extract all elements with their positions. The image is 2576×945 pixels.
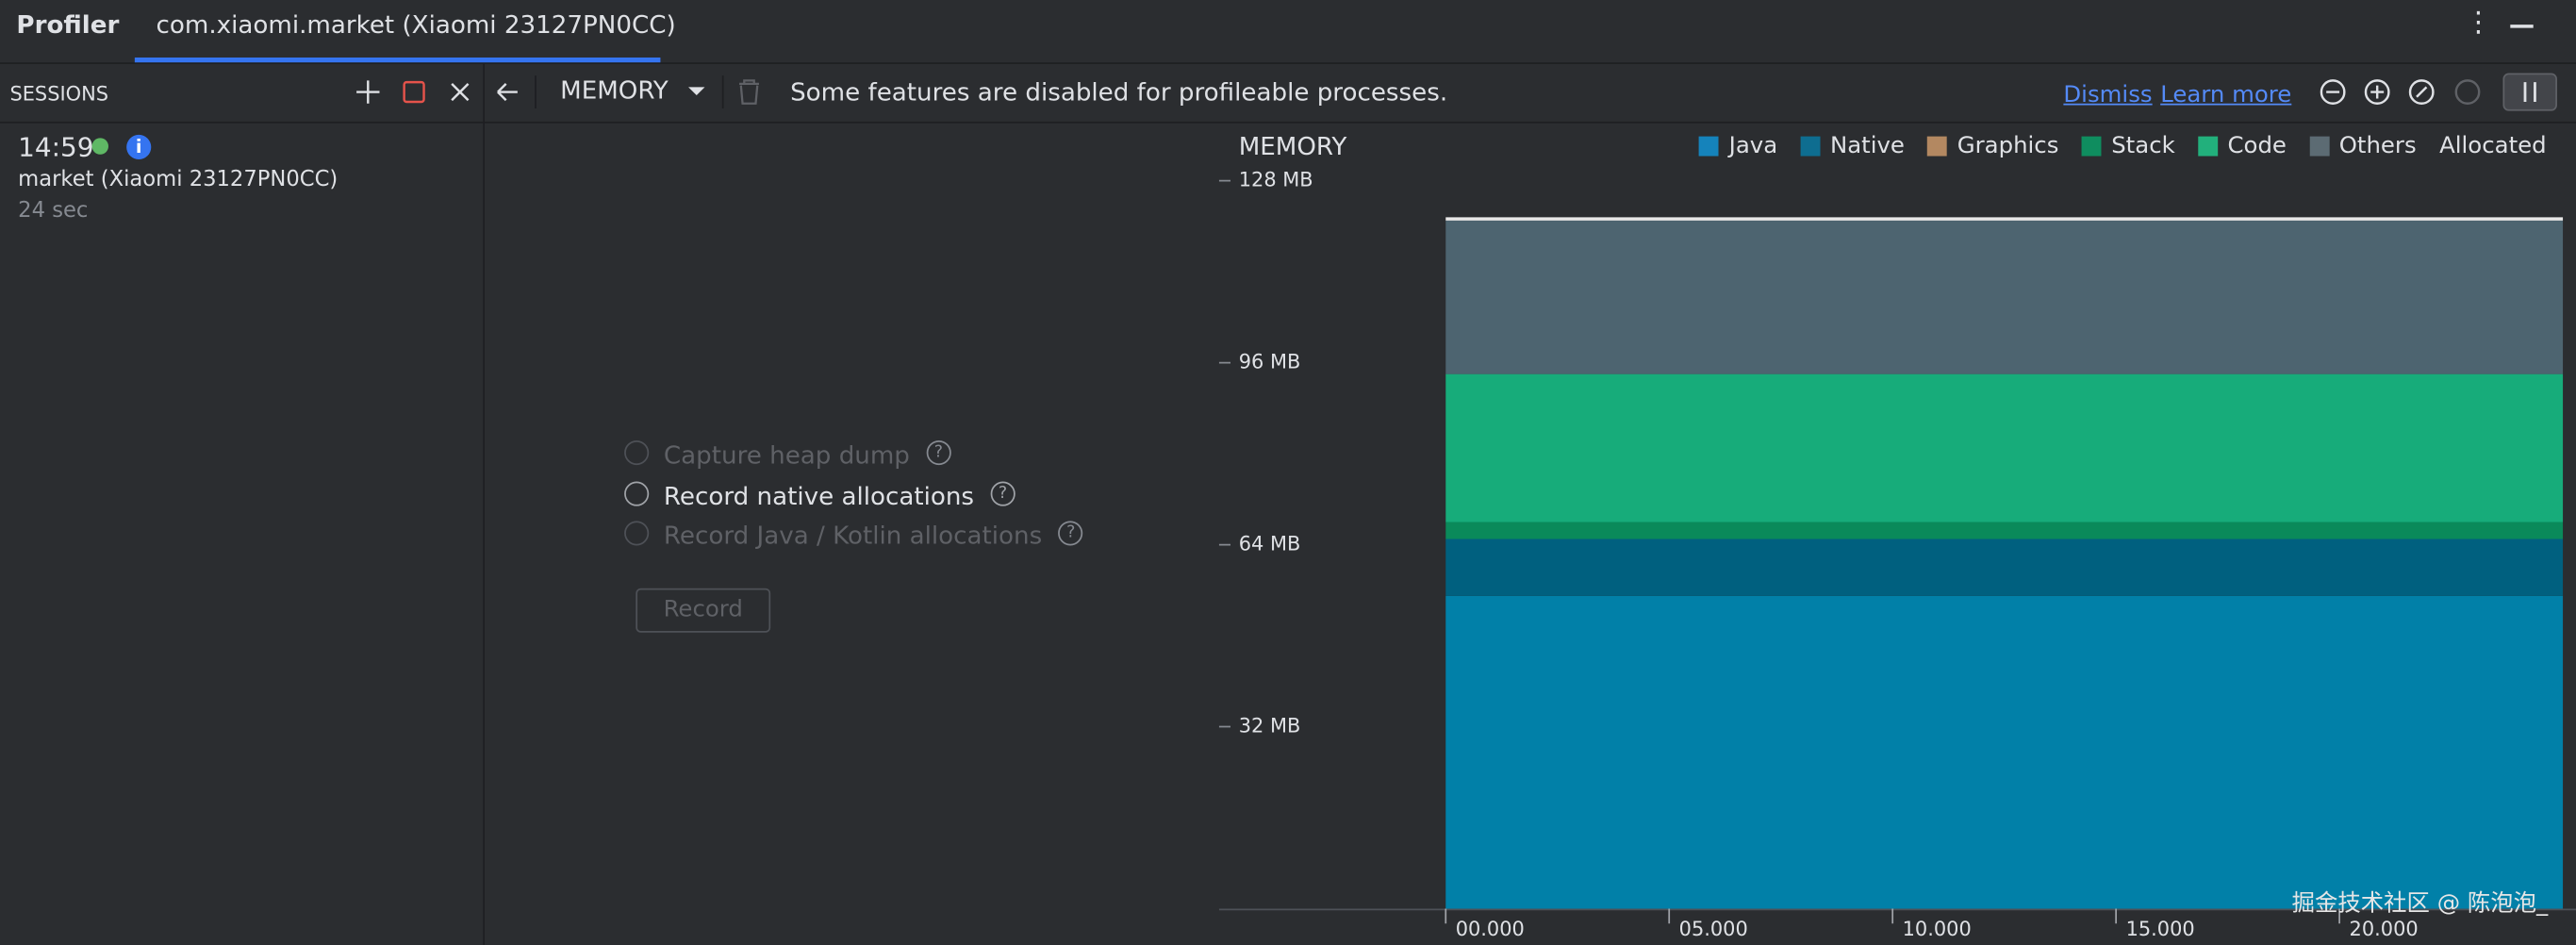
legend-label: Others [2338, 133, 2417, 160]
toolbar-icons [497, 75, 759, 108]
help-icon: ? [990, 480, 1016, 506]
legend: Java Native Graphics Stack Code Others Allocat… [1699, 133, 2547, 160]
dismiss-link[interactable]: Dismiss [2063, 82, 2153, 108]
divider [483, 63, 485, 945]
legend-item: Native [1800, 133, 1905, 160]
dropdown-arrow[interactable] [688, 87, 705, 96]
tab[interactable]: com.xiaomi.market (Xiaomi 23127PN0CC) [156, 9, 676, 40]
zoom-out[interactable] [2320, 79, 2346, 105]
session-actions [356, 80, 470, 104]
zoom-controls [2320, 73, 2557, 111]
legend-label: Graphics [1957, 133, 2059, 160]
y-tick-label: 64 MB [1239, 533, 1301, 555]
y-tick-label: 128 MB [1239, 169, 1313, 191]
trash [739, 79, 759, 105]
legend-label: Java [1728, 133, 1778, 160]
radio [624, 521, 650, 546]
x-tick-label: 15.000 [2126, 918, 2195, 940]
y-tick-label: 96 MB [1239, 351, 1301, 373]
legend-item: Stack [2081, 133, 2175, 160]
legend-swatch [2198, 136, 2219, 157]
help-icon: ? [1058, 521, 1083, 546]
collapse[interactable] [451, 82, 470, 102]
option-label: Record native allocations [663, 480, 975, 510]
legend-item: Others [2309, 133, 2417, 160]
record-button: Record [636, 588, 771, 633]
learn-more-link[interactable]: Learn more [2160, 82, 2292, 108]
area [1445, 220, 2564, 374]
legend-item: Code [2198, 133, 2287, 159]
x-tick-label: 00.000 [1456, 918, 1525, 940]
legend-label: Native [1829, 133, 1905, 160]
radio [624, 439, 650, 466]
radio [624, 480, 650, 506]
x-tick-label: 20.000 [2350, 918, 2419, 940]
more-menu[interactable]: ⋮ [2464, 6, 2493, 40]
stop-session[interactable] [403, 80, 425, 104]
status-dot [91, 138, 108, 155]
reset-zoom[interactable] [2408, 79, 2435, 105]
session-duration: 24 sec [18, 198, 89, 224]
legend-swatch [1800, 136, 1821, 157]
info-icon[interactable]: i [126, 134, 152, 160]
x-tick-label: 05.000 [1679, 918, 1748, 940]
legend-swatch [2309, 136, 2330, 157]
x-tick-label: 10.000 [1903, 918, 1972, 940]
chart-title: MEMORY [1238, 131, 1347, 161]
legend-swatch [2081, 136, 2102, 157]
legend-label: Stack [2111, 133, 2175, 160]
sessions-label: SESSIONS [9, 82, 109, 106]
zoom-in[interactable] [2364, 79, 2390, 105]
zoom-to-selection [2454, 79, 2481, 105]
divider [0, 121, 2576, 124]
pause[interactable] [2502, 73, 2557, 111]
area [1445, 539, 2564, 596]
legend-label: Code [2227, 133, 2287, 160]
tab-underline [134, 57, 661, 63]
option-label: Capture heap dump [663, 439, 910, 471]
banner: Some features are disabled for profileab… [790, 76, 1448, 108]
area [1445, 373, 2564, 522]
new-session[interactable] [356, 80, 380, 104]
area [1445, 522, 2564, 539]
profiler-type[interactable]: MEMORY [560, 75, 669, 106]
area [1445, 595, 2564, 909]
legend-item: Java [1699, 133, 1777, 159]
memory-chart: 32 MB 64 MB 96 MB 128 MB 00.000 05.000 10.000 1… [1218, 169, 2576, 940]
legend-swatch [1927, 136, 1948, 157]
divider [0, 62, 2576, 64]
y-tick-label: 32 MB [1239, 715, 1301, 738]
legend-label: Allocated [2439, 133, 2547, 160]
session-time[interactable]: 14:59 [18, 131, 94, 163]
legend-swatch [1699, 136, 1720, 157]
minimize[interactable] [2510, 25, 2534, 27]
watermark: 掘金技术社区 @ 陈泡泡_ [2291, 890, 2549, 918]
app-title: Profiler [16, 9, 120, 40]
back[interactable] [497, 82, 518, 102]
option-label: Record Java / Kotlin allocations [663, 521, 1043, 551]
session-name: market (Xiaomi 23127PN0CC) [18, 167, 339, 192]
legend-item: Graphics [1927, 133, 2058, 159]
help-icon: ? [926, 439, 951, 466]
